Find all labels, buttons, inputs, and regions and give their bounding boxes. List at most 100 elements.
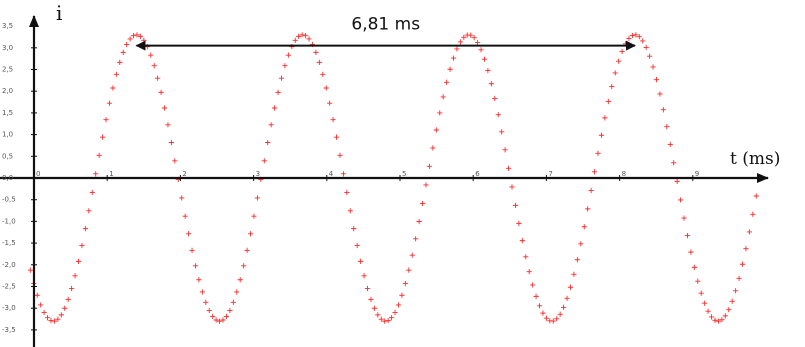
- data-point: [519, 238, 525, 244]
- data-point: [474, 40, 481, 46]
- data-point: [340, 171, 347, 177]
- y-tick-label: 2,5: [2, 66, 13, 74]
- data-point: [210, 313, 216, 319]
- x-tick-label: 9: [695, 170, 699, 178]
- data-point: [743, 246, 749, 252]
- data-point: [58, 312, 64, 318]
- x-tick-label: 3: [256, 170, 260, 178]
- x-tick-label: 0: [36, 170, 40, 178]
- data-point: [739, 261, 746, 267]
- data-point: [430, 145, 436, 151]
- data-point: [461, 34, 467, 40]
- data-point: [285, 52, 291, 58]
- data-point: [130, 33, 137, 39]
- data-point: [561, 304, 567, 311]
- data-point: [667, 141, 673, 148]
- data-point: [722, 313, 728, 319]
- data-point: [702, 300, 708, 306]
- data-point: [199, 289, 205, 295]
- data-point: [733, 288, 739, 294]
- data-point: [89, 189, 95, 196]
- data-point: [216, 318, 223, 324]
- data-point: [650, 64, 656, 70]
- data-point: [481, 56, 488, 62]
- x-tick-label: 5: [402, 170, 406, 178]
- data-point: [337, 152, 343, 158]
- data-point: [172, 158, 178, 164]
- data-point: [333, 134, 340, 140]
- data-point: [72, 273, 78, 279]
- x-ticks: 0 1 2 3 4 5 6 7 8 9: [33, 170, 699, 181]
- data-point: [399, 292, 405, 298]
- data-point: [681, 215, 687, 221]
- data-point: [526, 269, 532, 275]
- data-point: [65, 296, 71, 303]
- data-point: [619, 48, 625, 55]
- data-point: [502, 147, 508, 153]
- data-point: [409, 252, 415, 258]
- data-point: [605, 98, 611, 105]
- data-point: [161, 105, 168, 111]
- data-point: [96, 152, 102, 158]
- data-point: [598, 132, 605, 138]
- data-point: [402, 280, 408, 287]
- data-point: [550, 318, 556, 324]
- data-point: [454, 46, 460, 52]
- data-point: [677, 197, 684, 203]
- data-point: [468, 32, 474, 38]
- x-tick-label: 1: [109, 170, 113, 178]
- data-point: [382, 318, 388, 324]
- data-point: [629, 32, 636, 39]
- data-point: [533, 293, 539, 299]
- data-point: [185, 231, 192, 237]
- data-point: [419, 200, 426, 207]
- data-point: [715, 318, 722, 324]
- data-point: [192, 263, 199, 269]
- data-point: [86, 208, 92, 214]
- data-point: [392, 309, 398, 316]
- data-point: [695, 278, 701, 284]
- data-point: [34, 292, 40, 298]
- data-point: [196, 277, 202, 283]
- data-point: [647, 53, 653, 59]
- data-point: [585, 206, 591, 212]
- data-point: [564, 295, 570, 301]
- data-point: [554, 316, 560, 322]
- data-point: [292, 37, 298, 43]
- data-point: [530, 282, 536, 288]
- data-point: [719, 317, 725, 323]
- data-point: [691, 264, 697, 270]
- data-point: [633, 32, 639, 38]
- data-point: [41, 309, 47, 316]
- data-point: [237, 277, 243, 283]
- data-point: [268, 122, 274, 128]
- data-point: [344, 189, 350, 196]
- data-point: [471, 35, 477, 41]
- data-point: [103, 117, 109, 123]
- y-tick-label: 3,5: [2, 22, 13, 30]
- data-point: [223, 313, 230, 319]
- data-point: [485, 67, 491, 74]
- data-point: [640, 38, 646, 44]
- data-point: [571, 271, 577, 277]
- y-tick-label: -1,5: [2, 239, 16, 247]
- data-point: [151, 63, 157, 69]
- data-point: [124, 41, 130, 48]
- data-point: [653, 77, 660, 83]
- x-tick-label: 4: [329, 170, 334, 178]
- data-point: [110, 85, 116, 91]
- data-point: [244, 247, 250, 254]
- data-point: [385, 318, 391, 324]
- data-point: [134, 32, 140, 38]
- data-point: [79, 242, 85, 249]
- data-point: [746, 229, 752, 235]
- data-point: [588, 187, 594, 194]
- period-label: 6,81 ms: [351, 15, 420, 35]
- data-point: [499, 129, 505, 135]
- data-point: [684, 232, 691, 239]
- data-point: [688, 249, 694, 255]
- data-point: [674, 178, 680, 184]
- data-point: [351, 226, 357, 232]
- data-point: [492, 95, 498, 102]
